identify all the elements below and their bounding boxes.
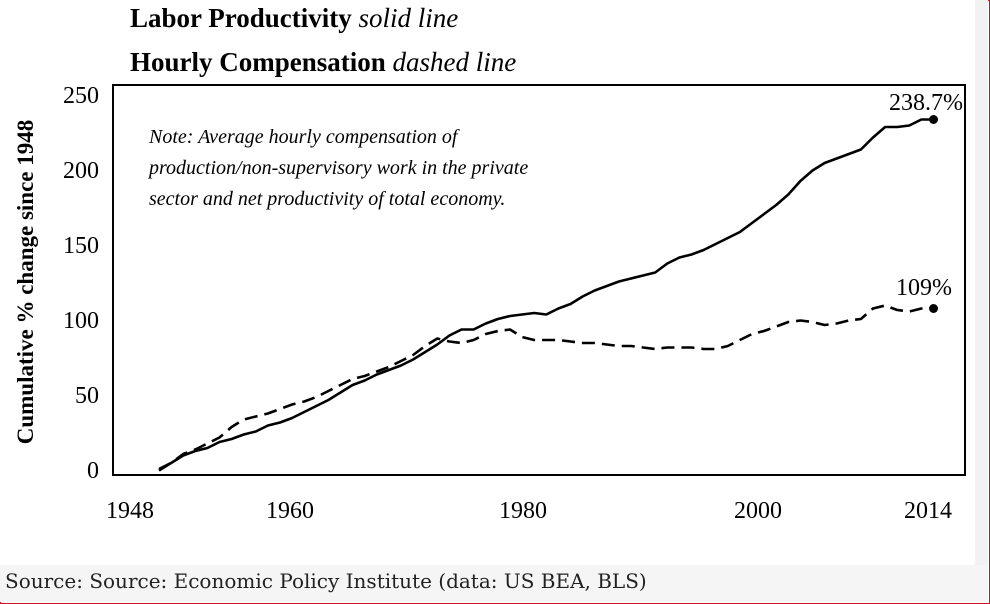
plot-frame: [112, 84, 966, 476]
chart-note-line: Note: Average hourly compensation of: [148, 126, 460, 148]
x-tick-label: 1980: [499, 498, 547, 524]
source-caption: Source: Source: Economic Policy Institut…: [5, 569, 647, 593]
chart-note-line: sector and net productivity of total eco…: [149, 188, 505, 210]
chart-note-line: production/non-supervisory work in the p…: [147, 157, 528, 179]
chart-title-line: Labor Productivity solid line: [130, 3, 458, 33]
title-series-name: Hourly Compensation: [130, 47, 393, 77]
chart-title-line: Hourly Compensation dashed line: [130, 47, 516, 77]
title-series-name: Labor Productivity: [130, 3, 359, 33]
x-tick-label: 2014: [904, 498, 952, 524]
right-margin: [975, 0, 988, 565]
y-tick-label: 150: [63, 233, 99, 259]
x-tick-label: 1948: [106, 498, 154, 524]
series-end-marker: [929, 115, 939, 124]
x-tick-label: 2000: [734, 498, 782, 524]
title-line-style: dashed line: [393, 47, 517, 77]
series-end-marker: [929, 304, 939, 313]
y-axis-label: Cumulative % change since 1948: [13, 120, 38, 445]
caption-bar: [0, 565, 988, 602]
y-tick-label: 200: [63, 158, 99, 184]
y-tick-label: 100: [63, 308, 99, 334]
labor-productivity-line: [158, 118, 934, 472]
title-line-style: solid line: [359, 3, 459, 33]
y-tick-label: 50: [75, 383, 99, 409]
series-end-label: 238.7%: [889, 90, 963, 116]
y-tick-label: 0: [87, 458, 99, 484]
hourly-compensation-line: [158, 304, 934, 471]
y-tick-label: 250: [63, 83, 99, 109]
series-end-label: 109%: [896, 275, 952, 301]
productivity-compensation-chart: Labor Productivity solid line Hourly Comp…: [13, 3, 966, 524]
x-tick-label: 1960: [266, 498, 314, 524]
chart-area: Labor Productivity solid line Hourly Comp…: [13, 3, 966, 524]
